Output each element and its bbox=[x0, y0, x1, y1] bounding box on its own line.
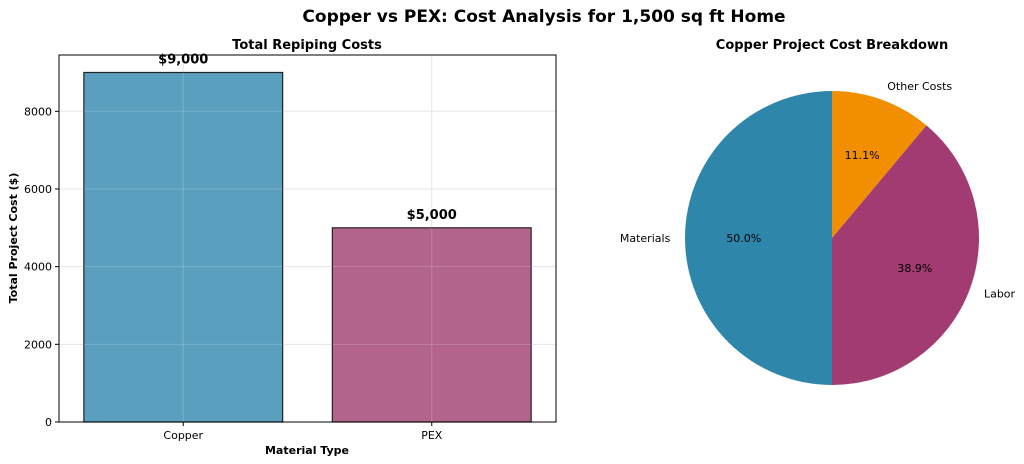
bar-data-labels: $9,000 $5,000 bbox=[158, 52, 457, 222]
bar-x-axis-label: Material Type bbox=[265, 444, 349, 457]
bar-chart: Total Repiping Costs 0 2000 4000 6000 8000 C… bbox=[7, 38, 557, 457]
x-tick-label: PEX bbox=[421, 429, 443, 442]
bar-chart-title: Total Repiping Costs bbox=[232, 38, 382, 53]
pie-chart: Copper Project Cost Breakdown 50.0% Mater… bbox=[620, 38, 1016, 385]
bar-series bbox=[83, 71, 532, 423]
pie-slice-materials bbox=[685, 91, 832, 385]
bar-pex bbox=[331, 227, 532, 423]
figure-title: Copper vs PEX: Cost Analysis for 1,500 s… bbox=[302, 7, 785, 27]
y-tick-label: 2000 bbox=[24, 338, 52, 351]
bar-data-label: $9,000 bbox=[158, 52, 208, 67]
pie-chart-title: Copper Project Cost Breakdown bbox=[716, 38, 948, 53]
bar-data-label: $5,000 bbox=[407, 208, 457, 223]
y-tick-label: 0 bbox=[45, 416, 52, 429]
bar-x-axis: Copper PEX bbox=[163, 422, 443, 442]
pie-slice-label: Materials bbox=[620, 232, 671, 245]
bar-y-axis-label: Total Project Cost ($) bbox=[7, 173, 20, 304]
pie-slice-label: Other Costs bbox=[887, 80, 952, 93]
pie-pct-label: 38.9% bbox=[897, 262, 932, 275]
pie-labels: 50.0% Materials 38.9% Labor 11.1% Other Costs bbox=[620, 80, 1016, 300]
pie-slice-label: Labor bbox=[984, 287, 1016, 300]
y-tick-label: 6000 bbox=[24, 183, 52, 196]
pie-pct-label: 50.0% bbox=[726, 232, 761, 245]
y-tick-label: 4000 bbox=[24, 261, 52, 274]
pie-slice-labor bbox=[832, 125, 979, 385]
pie-pct-label: 11.1% bbox=[845, 149, 880, 162]
bar-plot-frame bbox=[58, 54, 557, 423]
y-tick-label: 8000 bbox=[24, 105, 52, 118]
pie-slices bbox=[685, 91, 979, 385]
bar-y-axis: 0 2000 4000 6000 8000 bbox=[24, 105, 59, 429]
pie-slice-other-costs bbox=[832, 91, 927, 238]
x-tick-label: Copper bbox=[163, 429, 203, 442]
